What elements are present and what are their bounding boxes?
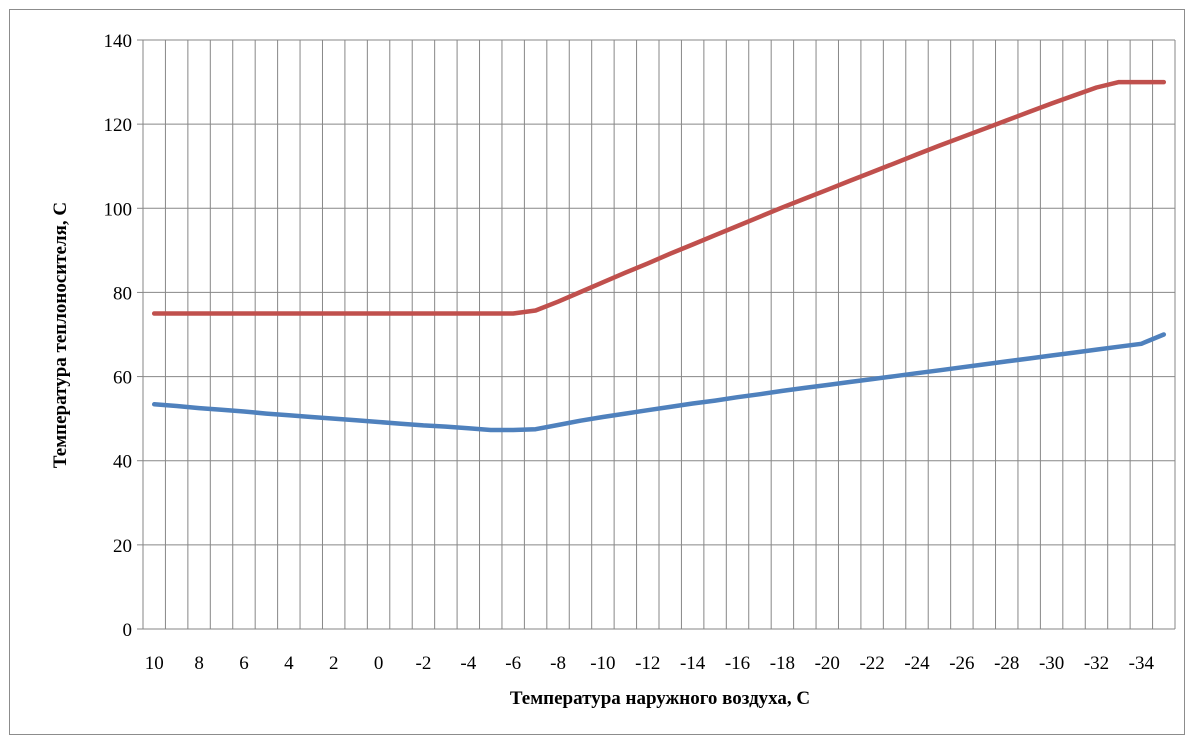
x-tick-label: 6	[239, 653, 249, 674]
x-tick-label: -6	[505, 653, 521, 674]
x-tick-label: -4	[460, 653, 476, 674]
x-tick-label: -24	[904, 653, 930, 674]
y-tick-label: 120	[104, 115, 133, 136]
x-tick-label: -2	[416, 653, 432, 674]
series-line-2	[151, 332, 1167, 433]
x-tick-label: -30	[1039, 653, 1064, 674]
x-tick-label: -12	[635, 653, 660, 674]
x-tick-label: -20	[815, 653, 840, 674]
x-tick-label: -22	[859, 653, 884, 674]
x-tick-label: -28	[994, 653, 1019, 674]
x-tick-label: -10	[590, 653, 615, 674]
y-tick-label: 80	[113, 283, 132, 304]
x-axis-title: Температура наружного воздуха, С	[510, 688, 810, 709]
y-tick-label: 100	[104, 199, 133, 220]
y-tick-label: 60	[113, 368, 132, 389]
x-tick-label: -16	[725, 653, 750, 674]
series-lines	[151, 79, 1167, 433]
y-axis-title: Температура теплоносителя, С	[50, 202, 71, 468]
x-tick-label: 2	[329, 653, 339, 674]
y-tick-label: 0	[123, 620, 133, 641]
x-tick-label: 8	[194, 653, 204, 674]
gridlines	[142, 39, 1176, 630]
x-tick-label: -18	[770, 653, 795, 674]
chart-frame	[9, 9, 1185, 735]
series-line-1	[151, 79, 1167, 316]
y-tick-label: 20	[113, 536, 132, 557]
x-tick-label: -34	[1129, 653, 1155, 674]
x-tick-label: 10	[145, 653, 164, 674]
y-tick-labels: 0 20 40 60 80 100 120 140	[104, 31, 133, 641]
x-tick-label: 0	[374, 653, 384, 674]
y-tick-label: 40	[113, 452, 132, 473]
x-tick-label: -8	[550, 653, 566, 674]
x-tick-label: -14	[680, 653, 706, 674]
x-tick-label: 4	[284, 653, 294, 674]
x-tick-labels: 10 8 6 4 2 0 -2 -4 -6 -8 -10 -12 -14 -16 -18 -20 -22 -24-…	[145, 653, 1155, 674]
x-tick-label: -32	[1084, 653, 1109, 674]
axes	[137, 39, 1175, 630]
x-tick-label: -26	[949, 653, 974, 674]
y-tick-label: 140	[104, 31, 133, 52]
